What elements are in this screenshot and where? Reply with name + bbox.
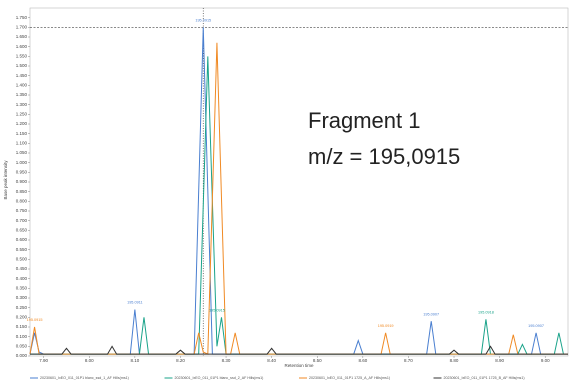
- y-tick-label: 0.900: [16, 179, 28, 184]
- x-tick-label: 8.20: [176, 358, 185, 363]
- series-line: [30, 345, 568, 355]
- peak-label: 195.0919: [378, 324, 394, 328]
- annotation: m/z = 195,0915: [308, 144, 460, 169]
- peak-label: 195.0907: [423, 312, 439, 316]
- y-tick-label: 0.200: [16, 315, 28, 320]
- y-tick-label: 0.350: [16, 286, 28, 291]
- y-tick-label: 0.500: [16, 257, 28, 262]
- peak-label: 195.0915: [195, 18, 211, 22]
- x-tick-label: 8.10: [130, 358, 139, 363]
- y-tick-label: 1.750: [16, 15, 28, 20]
- y-tick-label: 1.550: [16, 54, 28, 59]
- x-tick-label: 8.50: [313, 358, 322, 363]
- x-tick-label: 8.60: [358, 358, 367, 363]
- y-tick-label: 0.850: [16, 189, 28, 194]
- y-tick-label: 1.450: [16, 73, 28, 78]
- y-tick-label: 1.650: [16, 34, 28, 39]
- y-tick-label: 1.700: [16, 25, 28, 30]
- legend-label: 20230601_IxEO_011_01P1 1725_A_AF Hills(m…: [309, 376, 390, 380]
- y-tick-label: 1.150: [16, 131, 28, 136]
- y-tick-label: 0.000: [16, 353, 28, 358]
- y-tick-label: 0.450: [16, 266, 28, 271]
- plot-frame: [29, 7, 569, 357]
- y-tick-label: 0.800: [16, 199, 28, 204]
- y-tick-label: 1.300: [16, 102, 28, 107]
- legend-label: 20230601_IxEO_011_01P1 1725_B_AF Hills(m…: [444, 376, 525, 380]
- series-line: [29, 42, 568, 355]
- peak-label: 195.0918: [478, 310, 494, 314]
- x-tick-label: 8.80: [450, 358, 459, 363]
- peak-label: 195.0911: [127, 301, 143, 305]
- peak-label: 195.0907: [528, 324, 544, 328]
- y-tick-label: 0.550: [16, 247, 28, 252]
- annotation: Fragment 1: [308, 108, 421, 133]
- y-axis-label: Base peak intensity: [3, 160, 8, 200]
- y-tick-label: 0.250: [16, 305, 28, 310]
- y-tick-label: 1.400: [16, 83, 28, 88]
- y-tick-label: 0.700: [16, 218, 28, 223]
- y-tick-label: 1.000: [16, 160, 28, 165]
- y-tick-label: 1.200: [16, 121, 28, 126]
- y-tick-label: 0.150: [16, 324, 28, 329]
- x-tick-label: 8.90: [495, 358, 504, 363]
- y-tick-label: 1.050: [16, 150, 28, 155]
- y-tick-label: 0.300: [16, 295, 28, 300]
- y-tick-label: 1.100: [16, 141, 28, 146]
- y-tick-label: 0.650: [16, 228, 28, 233]
- peak-label: 195.0915: [209, 308, 225, 312]
- y-tick-label: 0.050: [16, 344, 28, 349]
- legend-label: 20230601_IxEO_011_01P1 blanc_ssd_1_AF Hi…: [40, 376, 129, 380]
- x-tick-label: 8.40: [267, 358, 276, 363]
- y-tick-label: 0.950: [16, 170, 28, 175]
- x-tick-label: 8.30: [222, 358, 231, 363]
- y-tick-label: 0.600: [16, 237, 28, 242]
- y-tick-label: 1.350: [16, 92, 28, 97]
- y-tick-label: 0.100: [16, 334, 28, 339]
- x-tick-label: 9.00: [541, 358, 550, 363]
- x-tick-label: 7.90: [39, 358, 48, 363]
- y-tick-label: 1.500: [16, 63, 28, 68]
- y-tick-label: 1.600: [16, 44, 28, 49]
- peak-label: 195.0915: [27, 318, 43, 322]
- series-line: [29, 27, 568, 355]
- x-axis-label: Retention time: [284, 363, 314, 368]
- y-tick-label: 0.750: [16, 208, 28, 213]
- y-tick-label: 1.250: [16, 112, 28, 117]
- x-tick-label: 8.70: [404, 358, 413, 363]
- y-tick-label: 0.400: [16, 276, 28, 281]
- x-tick-label: 8.00: [85, 358, 94, 363]
- legend-label: 20230601_IxEO_011_01P1 blanc_ssd_2_AF Hi…: [175, 376, 264, 380]
